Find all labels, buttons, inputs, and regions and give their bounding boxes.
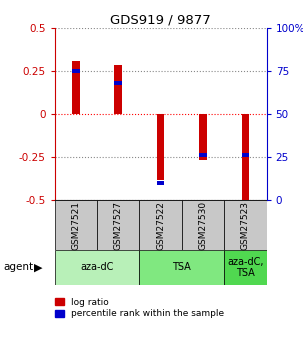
Bar (224, 200, 267, 250)
Bar (114, 81, 122, 85)
Text: aza-dC,
TSA: aza-dC, TSA (227, 257, 264, 278)
Text: GSM27522: GSM27522 (156, 201, 165, 249)
Bar (55, 200, 97, 250)
Text: TSA: TSA (172, 263, 191, 272)
Bar (182, 200, 224, 250)
Legend: log ratio, percentile rank within the sample: log ratio, percentile rank within the sa… (55, 298, 224, 318)
Text: GSM27523: GSM27523 (241, 200, 250, 250)
Text: GSM27530: GSM27530 (198, 200, 208, 250)
Text: GSM27527: GSM27527 (114, 200, 123, 250)
Bar (72, 61, 80, 114)
Bar (157, 114, 165, 180)
Bar (55, 250, 139, 285)
Title: GDS919 / 9877: GDS919 / 9877 (110, 13, 211, 27)
Bar (199, 153, 207, 157)
Bar (72, 69, 80, 73)
Bar (241, 114, 249, 204)
Text: aza-dC: aza-dC (80, 263, 114, 272)
Text: GSM27521: GSM27521 (71, 200, 80, 250)
Bar (157, 181, 165, 185)
Bar (139, 250, 224, 285)
Text: ▶: ▶ (34, 263, 42, 272)
Bar (241, 153, 249, 157)
Text: agent: agent (3, 263, 33, 272)
Bar (114, 65, 122, 114)
Bar (199, 114, 207, 160)
Bar (97, 200, 139, 250)
Bar (139, 200, 182, 250)
Bar (224, 250, 267, 285)
